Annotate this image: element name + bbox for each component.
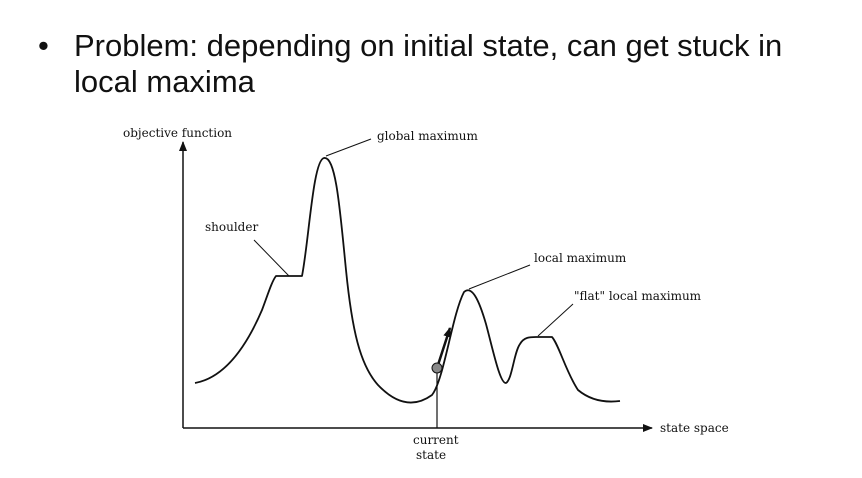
global-maximum-label: global maximum bbox=[377, 129, 478, 143]
bullet-text: Problem: depending on initial state, can… bbox=[74, 28, 783, 99]
current-state-label-line2: state bbox=[416, 448, 446, 462]
current-state-point bbox=[431, 362, 443, 374]
x-axis-label: state space bbox=[660, 421, 729, 435]
local-maximum-label: local maximum bbox=[534, 251, 627, 265]
bullet-item: • Problem: depending on initial state, c… bbox=[38, 28, 838, 100]
objective-curve bbox=[194, 157, 621, 404]
current-state-arrow bbox=[435, 327, 452, 369]
y-axis-label: objective function bbox=[123, 126, 232, 140]
shoulder-label: shoulder bbox=[205, 220, 258, 234]
flat-local-maximum-label: "flat" local maximum bbox=[574, 289, 702, 303]
local-maximum-leader bbox=[468, 264, 531, 290]
flat-local-maximum-leader bbox=[537, 303, 574, 337]
global-maximum-leader bbox=[325, 138, 372, 157]
bullet-dot-icon: • bbox=[38, 28, 49, 63]
shoulder-leader bbox=[253, 239, 290, 277]
current-state-label-line1: current bbox=[413, 433, 459, 447]
